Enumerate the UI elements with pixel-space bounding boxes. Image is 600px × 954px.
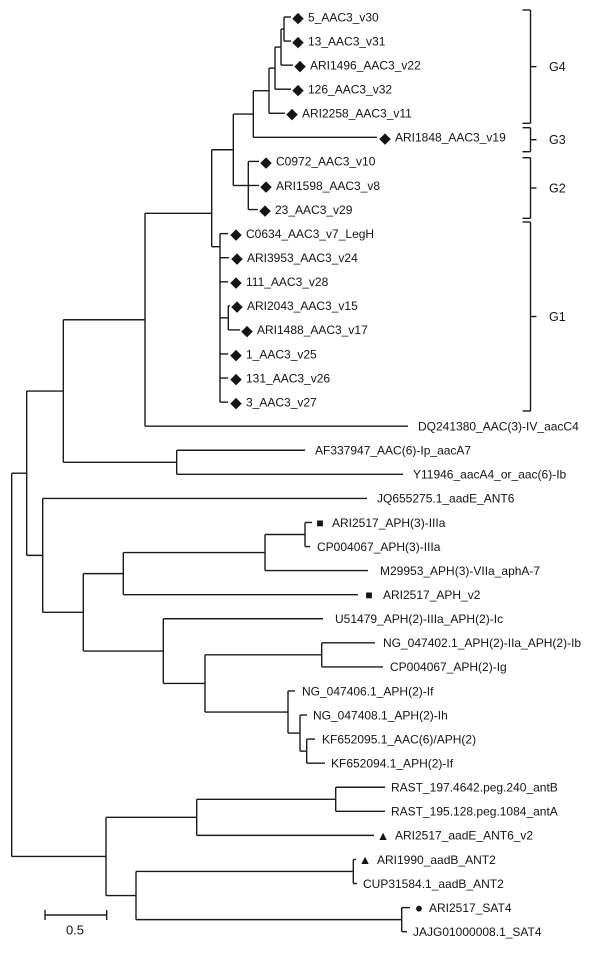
diamond-marker-icon: ◆ [379, 130, 391, 147]
taxon-label: ARI3953_AAC3_v24 [247, 251, 358, 265]
taxon-label: JAJG01000008.1_SAT4 [413, 925, 542, 939]
taxon-label: NG_047408.1_APH(2)-Ih [313, 708, 448, 722]
diamond-marker-icon: ◆ [292, 33, 304, 50]
taxon-label: KF652094.1_APH(2)-If [331, 756, 454, 770]
diamond-marker-icon: ◆ [292, 82, 304, 99]
taxon-label: C0634_AAC3_v7_LegH [246, 227, 374, 241]
taxon-label: 1_AAC3_v25 [246, 347, 317, 361]
circle-marker-icon: ● [415, 900, 423, 915]
taxon-label: 111_AAC3_v28 [246, 275, 329, 289]
taxon-label: 5_AAC3_v30 [308, 10, 379, 24]
taxon-label: ARI1848_AAC3_v19 [395, 131, 506, 145]
taxon-label: ARI1488_AAC3_v17 [257, 323, 368, 337]
taxon-label: M29953_APH(3)-VIIa_aphA-7 [380, 564, 540, 578]
taxon-label: ARI2258_AAC3_v11 [302, 107, 412, 121]
diamond-marker-icon: ◆ [230, 395, 242, 412]
group-label: G2 [549, 182, 566, 196]
taxon-label: RAST_195.128.peg.1084_antA [391, 805, 558, 819]
taxon-label: KF652095.1_AAC(6)/APH(2) [322, 732, 476, 746]
diamond-marker-icon: ◆ [260, 178, 272, 195]
taxon-label: 13_AAC3_v31 [308, 34, 386, 48]
diamond-marker-icon: ◆ [241, 322, 253, 339]
diamond-marker-icon: ◆ [294, 58, 306, 75]
diamond-marker-icon: ◆ [230, 226, 242, 243]
taxon-label: ARI2517_APH_v2 [383, 588, 481, 602]
taxon-label: NG_047402.1_APH(2)-IIa_APH(2)-Ib [383, 636, 581, 650]
group-label: G3 [549, 133, 566, 147]
taxon-label: ARI1990_aadB_ANT2 [377, 853, 496, 867]
square-marker-icon: ■ [365, 588, 372, 602]
taxon-label: ARI1496_AAC3_v22 [310, 58, 421, 72]
scale-bar-label: 0.5 [66, 923, 84, 938]
diamond-marker-icon: ◆ [260, 154, 272, 171]
group-label: G1 [549, 310, 566, 324]
taxon-label: ARI2517_SAT4 [429, 901, 512, 915]
diamond-marker-icon: ◆ [231, 250, 243, 267]
taxon-label: 126_AAC3_v32 [308, 83, 392, 97]
taxon-label: CP004067_APH(2)-Ig [390, 660, 507, 674]
taxon-label: CP004067_APH(3)-IIIa [317, 540, 441, 554]
taxon-label: 131_AAC3_v26 [246, 371, 330, 385]
taxon-label: CUP31584.1_aadB_ANT2 [363, 877, 504, 891]
group-label: G4 [549, 60, 566, 74]
diamond-marker-icon: ◆ [286, 106, 298, 123]
taxon-label: ARI1598_AAC3_v8 [276, 179, 380, 193]
diamond-marker-icon: ◆ [259, 202, 271, 219]
taxon-label: U51479_APH(2)-IIIa_APH(2)-Ic [335, 612, 503, 626]
diamond-marker-icon: ◆ [230, 370, 242, 387]
taxon-label: C0972_AAC3_v10 [276, 155, 376, 169]
taxon-label: DQ241380_AAC(3)-IV_aacC4 [418, 420, 579, 434]
diamond-marker-icon: ◆ [292, 9, 304, 26]
taxon-label: ARI2517_aadE_ANT6_v2 [395, 829, 533, 843]
taxon-label: 3_AAC3_v27 [246, 395, 317, 409]
taxon-label: JQ655275.1_aadE_ANT6 [377, 492, 515, 506]
triangle-marker-icon: ▲ [377, 829, 389, 843]
taxon-label: ARI2043_AAC3_v15 [247, 299, 358, 313]
taxon-label: ARI2517_APH(3)-IIIa [332, 516, 446, 530]
diamond-marker-icon: ◆ [230, 274, 242, 291]
taxon-label: AF337947_AAC(6)-Ip_aacA7 [315, 444, 471, 458]
diamond-marker-icon: ◆ [231, 298, 243, 315]
taxon-label: Y11946_aacA4_or_aac(6)-Ib [413, 468, 567, 482]
taxon-label: NG_047406.1_APH(2)-If [302, 684, 434, 698]
triangle-marker-icon: ▲ [359, 853, 371, 867]
taxon-label: RAST_197.4642.peg.240_antB [391, 781, 558, 795]
diamond-marker-icon: ◆ [230, 346, 242, 363]
square-marker-icon: ■ [316, 516, 323, 530]
taxon-label: 23_AAC3_v29 [275, 203, 353, 217]
